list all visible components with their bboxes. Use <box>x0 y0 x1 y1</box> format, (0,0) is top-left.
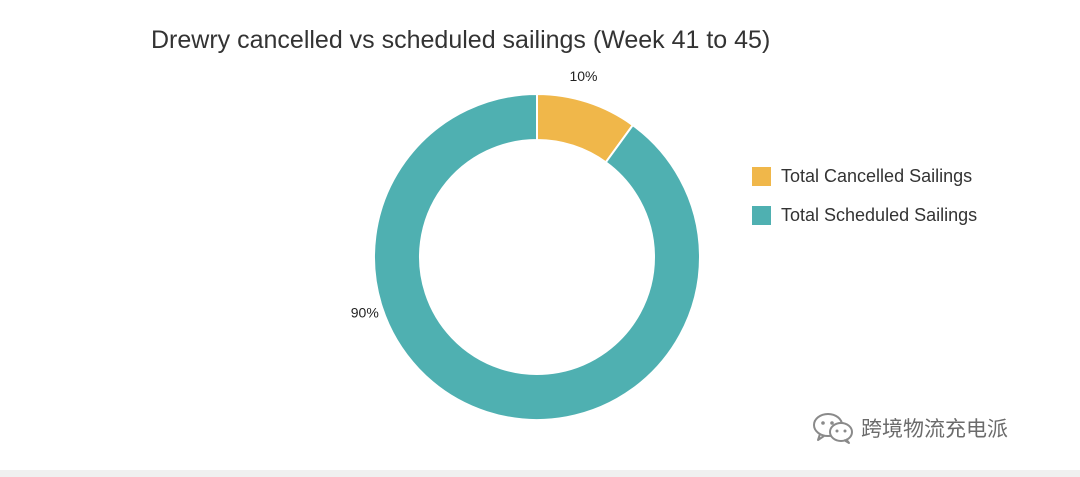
chart-title: Drewry cancelled vs scheduled sailings (… <box>151 26 771 54</box>
footer-bar <box>0 470 1080 477</box>
watermark: 跨境物流充电派 <box>811 411 1008 445</box>
legend-item-cancelled[interactable]: Total Cancelled Sailings <box>752 165 977 187</box>
slice-scheduled[interactable] <box>373 92 701 421</box>
chart-legend: Total Cancelled Sailings Total Scheduled… <box>752 165 977 243</box>
watermark-text: 跨境物流充电派 <box>861 418 1008 441</box>
legend-swatch-scheduled <box>752 205 771 225</box>
legend-label-cancelled: Total Cancelled Sailings <box>781 165 973 186</box>
slice-label-scheduled: 90% <box>351 304 379 320</box>
wechat-icon <box>813 413 853 444</box>
donut-slices <box>373 92 701 421</box>
legend-item-scheduled[interactable]: Total Scheduled Sailings <box>752 204 977 226</box>
legend-label-scheduled: Total Scheduled Sailings <box>781 204 978 225</box>
slice-label-cancelled: 10% <box>569 68 597 84</box>
slice-labels: 10% 90% <box>351 68 598 320</box>
legend-swatch-cancelled <box>752 166 771 186</box>
